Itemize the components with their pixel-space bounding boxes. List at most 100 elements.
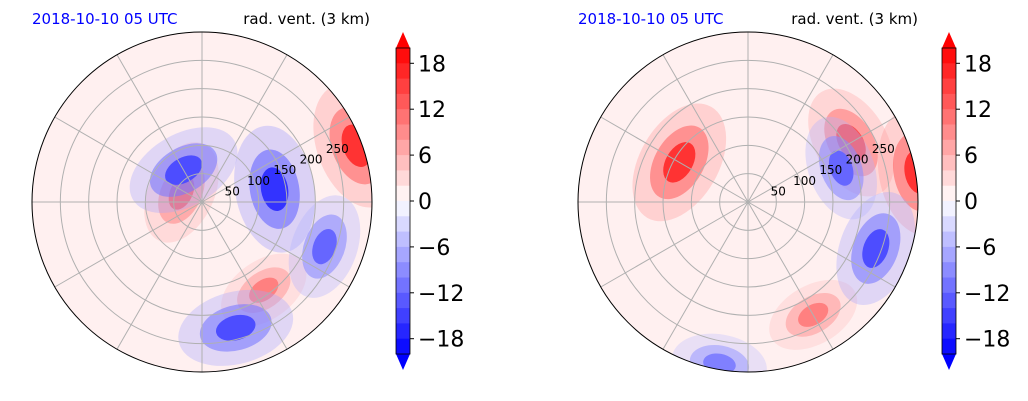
colorbar-tick-label: −12 <box>964 282 1010 307</box>
colorbar-segment <box>396 231 410 248</box>
azimuth-spoke <box>747 54 834 203</box>
azimuth-spoke <box>662 201 749 350</box>
azimuth-spoke <box>116 201 203 350</box>
colorbar-segment <box>396 155 410 171</box>
azimuth-spoke <box>116 54 203 203</box>
colorbar-segment <box>396 308 410 324</box>
colorbar-segment <box>942 185 956 202</box>
colorbar-segment <box>396 139 410 156</box>
colorbar-segment <box>942 292 956 309</box>
colorbar: 18 12 6 0 −6 −12 −18 <box>941 32 1010 370</box>
colorbar-tick-label: −6 <box>964 236 996 261</box>
colorbar-segment <box>396 185 410 202</box>
range-label: 50 <box>225 184 240 198</box>
colorbar-segment <box>942 109 956 125</box>
colorbar-segment <box>396 277 410 294</box>
radar-panel-right: 2018-10-10 05 UTC rad. vent. (3 km) 50 10… <box>577 10 1010 373</box>
azimuth-spoke <box>747 201 834 350</box>
velocity-feature <box>877 108 918 236</box>
colorbar-segment <box>942 246 956 263</box>
colorbar-segment <box>942 277 956 294</box>
azimuth-spoke <box>54 116 203 203</box>
velocity-field <box>32 32 372 372</box>
colorbar-extend-max <box>396 32 410 48</box>
velocity-feature <box>862 229 890 268</box>
colorbar: 18 12 6 0 −6 −12 −18 <box>395 32 464 370</box>
azimuth-spoke <box>600 201 749 288</box>
colorbar-tick-label: −6 <box>418 236 450 261</box>
colorbar-segment <box>396 262 410 278</box>
colorbar-tick-label: 18 <box>964 52 992 77</box>
colorbar-tick-label: 0 <box>418 190 432 215</box>
colorbar-segment <box>396 292 410 309</box>
colorbar-segment <box>942 78 956 95</box>
range-label: 50 <box>771 184 786 198</box>
colorbar-segment <box>396 109 410 125</box>
colorbar-segment <box>942 139 956 156</box>
azimuth-spoke <box>201 54 288 203</box>
colorbar-segment <box>396 246 410 263</box>
colorbar-segment <box>396 124 410 141</box>
azimuth-spoke <box>600 116 749 203</box>
panel-date-label: 2018-10-10 05 UTC <box>32 10 178 28</box>
colorbar-segment <box>942 308 956 324</box>
range-label: 100 <box>247 174 270 188</box>
colorbar-tick-label: −12 <box>418 282 464 307</box>
colorbar-tick-label: 18 <box>418 52 446 77</box>
azimuth-spoke <box>747 201 896 288</box>
colorbar-segment <box>396 338 410 355</box>
colorbar-segment <box>942 216 956 233</box>
colorbar-extend-min <box>396 354 410 370</box>
colorbar-extend-min <box>942 354 956 370</box>
colorbar-tick-label: 12 <box>418 98 446 123</box>
colorbar-segment <box>396 216 410 233</box>
colorbar-segment <box>942 63 956 80</box>
colorbar-segment <box>942 170 956 187</box>
panel-field-label: rad. vent. (3 km) <box>791 10 918 28</box>
velocity-feature <box>828 150 854 186</box>
colorbar-tick-label: 12 <box>964 98 992 123</box>
velocity-feature <box>260 167 289 212</box>
azimuth-spoke <box>201 201 350 288</box>
colorbar-segment <box>396 48 410 64</box>
velocity-feature <box>904 150 918 194</box>
colorbar-segment <box>396 323 410 340</box>
colorbar-segment <box>396 170 410 187</box>
polar-grid <box>578 32 918 372</box>
colorbar-segment <box>942 124 956 141</box>
range-label: 250 <box>326 142 349 156</box>
range-label: 250 <box>872 142 895 156</box>
azimuth-spoke <box>201 116 350 203</box>
range-label: 200 <box>846 153 869 167</box>
colorbar-segment <box>396 78 410 95</box>
colorbar-tick-label: 6 <box>964 144 978 169</box>
colorbar-segment <box>396 201 410 217</box>
colorbar-segment <box>396 63 410 80</box>
colorbar-segment <box>942 93 956 110</box>
azimuth-spoke <box>747 116 896 203</box>
colorbar-segment <box>942 338 956 355</box>
radar-domain-boundary <box>577 31 919 373</box>
panel-date-label: 2018-10-10 05 UTC <box>578 10 724 28</box>
radar-domain-boundary <box>31 31 373 373</box>
panel-field-label: rad. vent. (3 km) <box>243 10 370 28</box>
colorbar-tick-label: 6 <box>418 144 432 169</box>
colorbar-segment <box>942 48 956 64</box>
colorbar-tick-label: 0 <box>964 190 978 215</box>
colorbar-tick-label: −18 <box>964 328 1010 353</box>
colorbar-segment <box>396 93 410 110</box>
colorbar-segment <box>942 262 956 278</box>
range-label: 150 <box>273 163 296 177</box>
velocity-feature <box>312 228 337 265</box>
velocity-feature <box>215 314 256 341</box>
azimuth-spoke <box>662 54 749 203</box>
range-label: 150 <box>819 163 842 177</box>
range-label: 200 <box>300 153 323 167</box>
colorbar-segment <box>942 201 956 217</box>
colorbar-segment <box>942 231 956 248</box>
colorbar-tick-label: −18 <box>418 328 464 353</box>
velocity-feature <box>892 132 918 212</box>
